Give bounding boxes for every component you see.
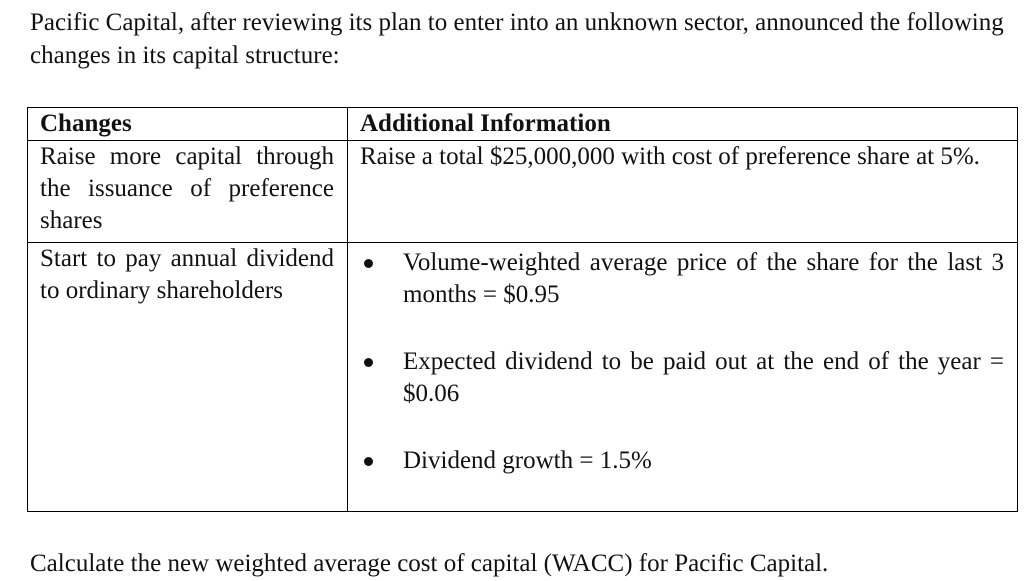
list-item: Expected dividend to be paid out at the …: [360, 346, 1004, 410]
list-item: Volume-weighted average price of the sha…: [360, 247, 1004, 311]
bullet-icon: [364, 259, 373, 268]
bullet-icon: [364, 457, 373, 466]
bullet-icon: [364, 358, 373, 367]
information-cell: Raise a total $25,000,000 with cost of p…: [347, 140, 1018, 243]
table-header-row: Changes Additional Information: [27, 107, 1018, 141]
bullet-text: Dividend growth = 1.5%: [403, 447, 652, 474]
table-row: Start to pay annual dividend to ordinary…: [27, 242, 1018, 512]
bullet-text: Volume-weighted average price of the sha…: [403, 249, 1004, 308]
intro-paragraph: Pacific Capital, after reviewing its pla…: [30, 9, 1004, 69]
change-cell: Raise more capital through the issuance …: [27, 140, 348, 243]
bullet-list: Volume-weighted average price of the sha…: [360, 247, 1004, 477]
change-cell: Start to pay annual dividend to ordinary…: [27, 242, 348, 512]
bullet-text: Expected dividend to be paid out at the …: [403, 348, 1004, 407]
header-additional-information: Additional Information: [347, 107, 1018, 141]
information-cell: Volume-weighted average price of the sha…: [347, 242, 1018, 512]
table-row: Raise more capital through the issuance …: [27, 140, 1018, 243]
header-changes: Changes: [27, 107, 348, 141]
capital-structure-changes-table: Changes Additional Information Raise mor…: [27, 107, 1018, 512]
question-paragraph: Calculate the new weighted average cost …: [30, 550, 829, 577]
list-item: Dividend growth = 1.5%: [360, 445, 1004, 477]
